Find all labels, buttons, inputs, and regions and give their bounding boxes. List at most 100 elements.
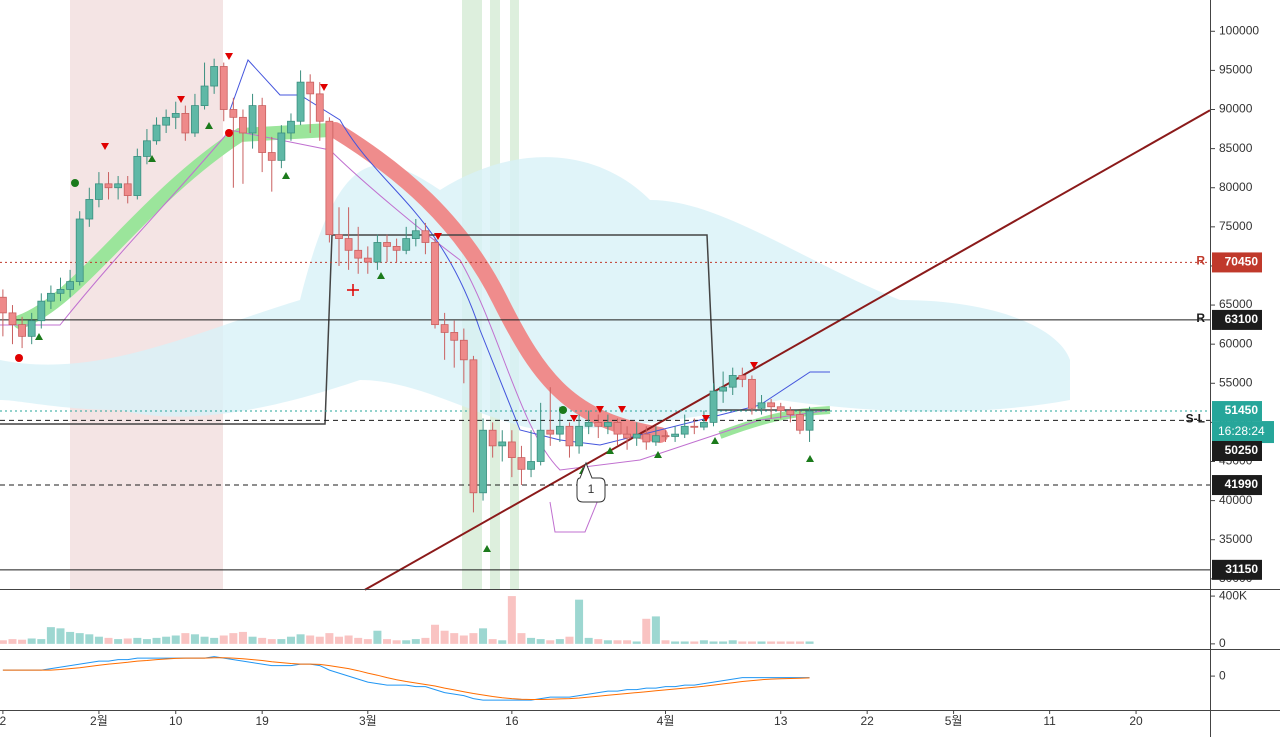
x-tick-label: 19	[255, 714, 269, 728]
y-tick-label: 35000	[1219, 532, 1253, 546]
volume-bar	[219, 635, 228, 644]
candle-body	[75, 218, 84, 282]
volume-bar	[123, 638, 132, 644]
candle-body	[335, 234, 343, 239]
candle-body	[85, 199, 94, 220]
candle-body	[805, 410, 814, 431]
y-tick-label: 95000	[1219, 63, 1253, 77]
price-pane	[0, 58, 1211, 591]
x-tick-label: 22	[860, 714, 874, 728]
volume-bar	[402, 640, 411, 644]
volume-bar	[85, 634, 94, 644]
candle-body	[306, 81, 315, 95]
candle-body	[344, 238, 353, 251]
candle-body	[632, 433, 641, 439]
candle-body	[56, 289, 65, 294]
y-tick-label: 55000	[1219, 375, 1253, 389]
volume-bar	[699, 640, 708, 644]
candle-body	[613, 421, 622, 435]
level-marker: R	[1196, 254, 1205, 268]
level-label: 63100	[1225, 312, 1259, 326]
candle-body	[488, 429, 497, 447]
volume-bar	[719, 641, 728, 644]
x-tick-label: 4월	[657, 714, 675, 728]
volume-bar	[613, 640, 622, 644]
y-tick-label: 80000	[1219, 180, 1253, 194]
volume-bar	[546, 640, 555, 644]
candle-body	[354, 249, 363, 259]
x-tick-label: 20	[1129, 714, 1143, 728]
y-tick-label: 65000	[1219, 297, 1253, 311]
candle-body	[623, 433, 631, 439]
level-box	[1212, 475, 1262, 496]
x-tick-label: 2월	[90, 714, 108, 728]
level-box	[1212, 559, 1262, 580]
volume-bar	[238, 631, 247, 644]
level-label: 50250	[1225, 443, 1259, 457]
candle-body	[450, 332, 459, 341]
candle-body	[479, 429, 487, 494]
candle-body	[671, 433, 680, 437]
volume-bar	[306, 635, 315, 644]
trend-line	[364, 109, 1211, 591]
shade-region	[70, 0, 223, 589]
candle-body	[748, 378, 756, 409]
volume-bar	[334, 636, 343, 644]
volume-bar	[325, 633, 334, 644]
candle-body	[651, 435, 660, 443]
candle-body	[18, 324, 26, 337]
volume-bar	[296, 634, 305, 644]
candle-body	[517, 457, 526, 470]
volume-bar	[56, 628, 65, 644]
axis-layer: 2 2월 10 19 3월 16 4월 13 22 5월 11 2010000095000900008…	[0, 23, 1274, 728]
volume-bar	[786, 641, 795, 644]
level-box	[1212, 309, 1262, 330]
y-tick-label: 90000	[1219, 102, 1253, 116]
y-tick-label: 75000	[1219, 219, 1253, 233]
y-tick-label: 400K	[1219, 588, 1247, 602]
volume-bar	[728, 640, 737, 644]
callout-text: 1	[588, 482, 595, 496]
y-tick-label: 85000	[1219, 141, 1253, 155]
volume-bar	[642, 618, 651, 644]
level-marker: R	[1196, 311, 1205, 325]
dot-marker	[15, 354, 23, 362]
candle-body	[37, 300, 46, 322]
candle-body	[133, 156, 142, 196]
candle-body	[700, 421, 708, 428]
volume-bar	[200, 636, 209, 644]
dot-marker	[559, 406, 567, 414]
volume-bar	[440, 630, 449, 644]
candle-body	[536, 429, 545, 462]
candle-body	[95, 183, 103, 200]
volume-bar	[190, 634, 199, 644]
volume-bar	[690, 641, 699, 644]
volume-bar	[277, 639, 286, 644]
x-tick-label: 13	[774, 714, 788, 728]
volume-bar	[498, 640, 507, 644]
macd-line	[2, 656, 810, 701]
volume-bar	[469, 633, 478, 644]
level-label: 70450	[1225, 255, 1259, 269]
candle-body	[719, 386, 728, 392]
volume-bar	[709, 641, 718, 644]
candle-body	[392, 245, 401, 251]
volume-bar	[258, 637, 267, 644]
dot-marker	[71, 179, 79, 187]
y-tick-label: 40000	[1219, 493, 1253, 507]
x-tick-label: 16	[505, 714, 519, 728]
countdown: 16:28:24	[1218, 424, 1265, 438]
volume-bar	[142, 639, 151, 644]
volume-bar	[18, 639, 27, 644]
candle-body	[661, 435, 670, 438]
y-tick-label: 60000	[1219, 336, 1253, 350]
volume-bar	[431, 624, 440, 644]
volume-bar	[8, 639, 17, 644]
candle-body	[258, 105, 267, 153]
volume-bar	[450, 633, 459, 644]
volume-bar	[805, 641, 814, 644]
x-tick-label: 10	[169, 714, 183, 728]
candle-body	[555, 425, 564, 435]
